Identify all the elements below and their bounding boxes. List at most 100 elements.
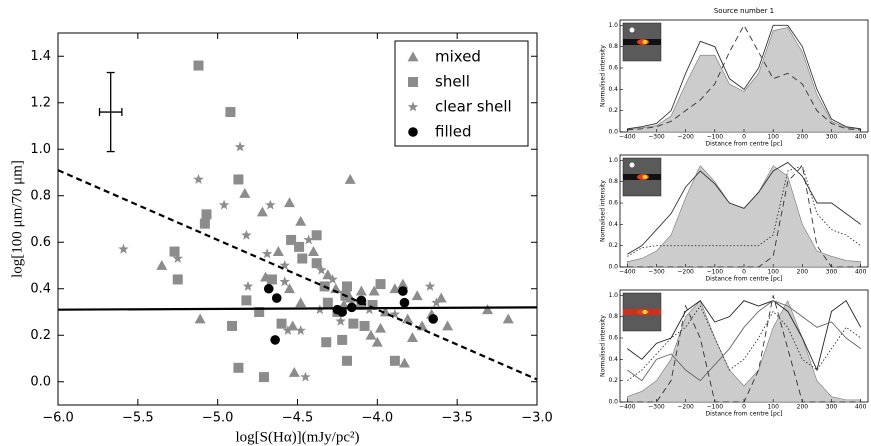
y-tick-label: 0.4 [30, 281, 51, 296]
x-tick-label: −3.5 [441, 411, 473, 426]
triangle-marker [389, 283, 401, 294]
x-axis-label: Distance from centre [pc] [706, 141, 783, 148]
x-tick-label: −100 [707, 404, 724, 411]
triangle-marker [287, 320, 299, 331]
square-marker [241, 295, 252, 306]
x-tick-label: 200 [797, 269, 809, 276]
x-tick-label: 0 [742, 134, 746, 141]
square-marker [233, 174, 244, 185]
triangle-marker [398, 357, 410, 368]
star-marker [327, 273, 338, 284]
y-tick-label: 1.0 [608, 292, 618, 299]
triangle-marker [288, 366, 300, 377]
triangle-marker [435, 292, 447, 303]
inset-star [629, 162, 635, 168]
star-marker [241, 229, 252, 240]
y-tick-label: 0.2 [608, 107, 618, 114]
x-tick-label: −300 [648, 134, 665, 141]
square-marker [341, 355, 352, 366]
star-marker [118, 243, 129, 254]
triangle-marker [295, 215, 307, 226]
x-tick-label: 0 [742, 404, 746, 411]
y-tick-label: 0.0 [608, 399, 618, 406]
triangle-marker [307, 246, 319, 256]
x-tick-label: −5.5 [122, 411, 154, 426]
x-tick-label: −100 [707, 134, 724, 141]
x-tick-label: 300 [826, 269, 838, 276]
circle-marker [408, 127, 418, 137]
square-marker [169, 246, 180, 257]
y-tick-label: 0.8 [608, 43, 618, 50]
x-tick-label: 400 [855, 134, 867, 141]
legend-label: clear shell [435, 98, 512, 116]
x-axis-label: log[S(Hα)](mJy/pc²) [236, 429, 360, 445]
profile-line [627, 165, 861, 257]
y-axis-label: log[100 μm/70 μm] [9, 160, 25, 278]
circle-marker [271, 293, 282, 303]
square-marker [322, 297, 333, 308]
profile-line [627, 300, 861, 382]
triangle-marker [284, 283, 296, 294]
x-tick-label: 300 [826, 134, 838, 141]
star-marker [261, 248, 273, 259]
x-tick-label: −300 [648, 269, 665, 276]
triangle-marker [407, 51, 419, 62]
y-tick-label: 1.4 [30, 49, 51, 64]
y-tick-label: 0.8 [30, 188, 51, 203]
triangle-marker [371, 336, 383, 347]
x-tick-label: −300 [648, 404, 665, 411]
star-marker [279, 276, 290, 287]
circle-marker [263, 283, 274, 294]
square-marker [337, 334, 348, 345]
x-tick-label: 100 [767, 404, 779, 411]
square-marker [297, 253, 308, 264]
profile-line [627, 24, 861, 130]
star-marker [279, 260, 290, 270]
square-marker [341, 281, 352, 292]
x-tick-label: 0 [742, 269, 746, 276]
triangle-marker [344, 173, 356, 184]
circle-marker [428, 314, 439, 324]
triangle-marker [355, 285, 367, 296]
star-marker [265, 199, 276, 210]
circle-marker [399, 297, 410, 308]
star-marker [295, 325, 306, 335]
y-tick-label: 0.2 [608, 377, 618, 384]
x-axis-label: Distance from centre [pc] [706, 411, 783, 418]
y-tick-label: 0.8 [608, 178, 618, 185]
square-marker [359, 320, 370, 331]
y-tick-label: 0.6 [608, 65, 618, 72]
square-marker [408, 77, 418, 87]
square-marker [294, 241, 305, 252]
x-tick-label: −6.0 [42, 411, 74, 426]
y-tick-label: 0.0 [30, 374, 51, 389]
x-tick-label: −400 [619, 269, 636, 276]
star-marker [300, 371, 311, 382]
y-axis-label: Normalised intensity [600, 315, 607, 377]
star-marker [242, 280, 254, 291]
triangle-marker [482, 304, 494, 315]
square-marker [266, 274, 277, 285]
y-tick-label: 1.0 [608, 22, 618, 29]
square-marker [258, 372, 269, 383]
triangle-marker [322, 269, 334, 280]
y-tick-label: 0.4 [608, 86, 618, 93]
triangle-marker [502, 313, 514, 324]
triangle-marker [194, 313, 206, 324]
star-marker [389, 308, 401, 319]
profile-line [627, 305, 861, 382]
triangle-marker [406, 332, 418, 342]
y-tick-label: 0.2 [608, 242, 618, 249]
y-tick-label: 0.0 [608, 129, 618, 136]
circle-marker [356, 295, 367, 306]
profile-line [627, 161, 861, 255]
y-tick-label: 0.4 [608, 221, 618, 228]
square-marker [199, 218, 210, 229]
inset-blob [642, 40, 648, 44]
star-marker [234, 141, 246, 152]
square-marker [172, 274, 183, 285]
triangle-marker [368, 285, 380, 296]
x-tick-label: −5.0 [202, 411, 234, 426]
y-tick-label: 0.2 [30, 328, 51, 343]
x-tick-label: −200 [677, 134, 694, 141]
